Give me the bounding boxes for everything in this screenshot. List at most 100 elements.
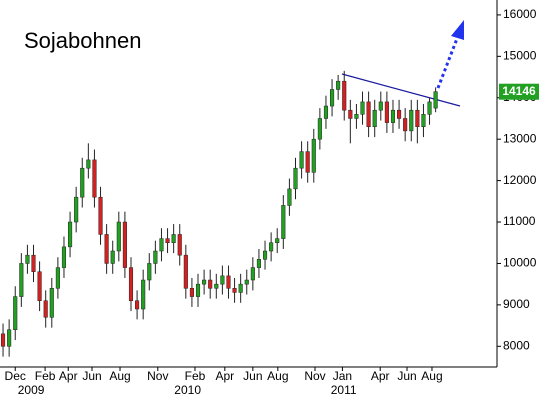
candle-body	[153, 250, 158, 264]
last-price-label: 14146	[502, 84, 536, 98]
x-tick-label: Nov	[304, 369, 325, 383]
candle-body	[403, 118, 408, 132]
candle-body	[37, 271, 42, 301]
candle-body	[305, 151, 310, 173]
candle-body	[360, 101, 365, 115]
candle-body	[250, 267, 255, 281]
candle-body	[293, 167, 298, 190]
candle-body	[214, 283, 219, 289]
candle-body	[183, 254, 188, 289]
candle-body	[366, 101, 371, 128]
candle-body	[427, 101, 432, 115]
y-tick-label: 13000	[503, 131, 537, 145]
candle-body	[281, 205, 286, 239]
candle-body	[31, 254, 36, 272]
candle-body	[43, 300, 48, 318]
candle-body	[384, 101, 389, 123]
candle-body	[275, 238, 280, 243]
x-tick-label: Jan	[333, 369, 352, 383]
candle-body	[342, 80, 347, 111]
candle-body	[147, 263, 152, 281]
x-tick-label: Apr	[215, 369, 234, 383]
chart-title: Sojabohnen	[24, 28, 141, 53]
year-label: 2011	[331, 383, 357, 397]
x-tick-label: Feb	[185, 369, 206, 383]
x-tick-label: Nov	[147, 369, 168, 383]
candle-body	[330, 89, 335, 107]
x-tick-label: Aug	[109, 369, 130, 383]
candle-body	[135, 300, 140, 310]
candle-body	[348, 109, 353, 119]
candle-body	[74, 196, 79, 223]
candle-body	[13, 296, 18, 330]
y-tick-label: 12000	[503, 173, 537, 187]
candle-body	[232, 288, 237, 293]
candle-body	[19, 263, 24, 297]
candle-body	[269, 242, 274, 252]
candle-body	[208, 279, 213, 289]
x-tick-label: Jun	[397, 369, 416, 383]
candle-body	[104, 234, 109, 264]
candle-body	[311, 138, 316, 173]
y-tick-label: 8000	[503, 338, 530, 352]
last-price-box	[499, 83, 539, 100]
candle-body	[189, 288, 194, 297]
candle-body	[61, 246, 67, 268]
candle-body	[238, 283, 243, 293]
candle-body	[317, 118, 322, 140]
candle-body	[299, 151, 304, 169]
candle-body	[116, 221, 121, 252]
candle-body	[244, 279, 249, 285]
candle-body	[159, 238, 164, 252]
candle-body	[256, 259, 261, 268]
candle-body	[122, 221, 127, 268]
x-tick-label: Aug	[267, 369, 288, 383]
candle-body	[323, 105, 329, 119]
year-label: 2009	[18, 383, 45, 397]
candle-body	[415, 109, 420, 128]
y-tick-label: 16000	[503, 7, 537, 21]
candle-body	[202, 279, 207, 285]
candle-body	[433, 91, 438, 109]
candle-body	[141, 279, 146, 310]
y-tick-label: 11000	[503, 214, 536, 228]
candle-body	[98, 196, 103, 235]
y-tick-label: 10000	[503, 256, 537, 270]
x-tick-label: Feb	[35, 369, 56, 383]
candle-body	[128, 267, 134, 301]
candle-body	[220, 275, 225, 285]
candle-body	[0, 333, 6, 347]
x-tick-label: Aug	[421, 369, 442, 383]
candle-body	[25, 254, 30, 264]
candle-body	[354, 114, 359, 119]
x-tick-label: Dec	[5, 369, 26, 383]
y-tick-label: 15000	[503, 49, 537, 63]
candle-body	[390, 109, 396, 123]
arrow-head	[451, 20, 464, 40]
candle-body	[86, 159, 91, 169]
x-tick-label: Apr	[59, 369, 78, 383]
candle-body	[378, 101, 383, 111]
candle-body	[372, 109, 377, 128]
candle-body	[110, 250, 115, 264]
candle-body	[397, 109, 402, 119]
candle-body	[7, 329, 12, 347]
trend-line	[341, 73, 461, 107]
candle-body	[55, 267, 60, 289]
year-label: 2010	[174, 383, 201, 397]
candle-body	[421, 114, 426, 128]
candle-body	[80, 167, 85, 198]
candle-body	[177, 234, 182, 256]
candle-body	[171, 234, 176, 243]
candle-body	[92, 159, 97, 198]
candle-body	[409, 109, 414, 132]
candle-body	[165, 238, 170, 243]
candle-body	[226, 275, 231, 289]
x-tick-label: Jun	[243, 369, 262, 383]
x-tick-label: Jun	[82, 369, 101, 383]
candle-body	[68, 221, 73, 248]
x-tick-label: Apr	[371, 369, 390, 383]
y-tick-label: 9000	[503, 297, 530, 311]
